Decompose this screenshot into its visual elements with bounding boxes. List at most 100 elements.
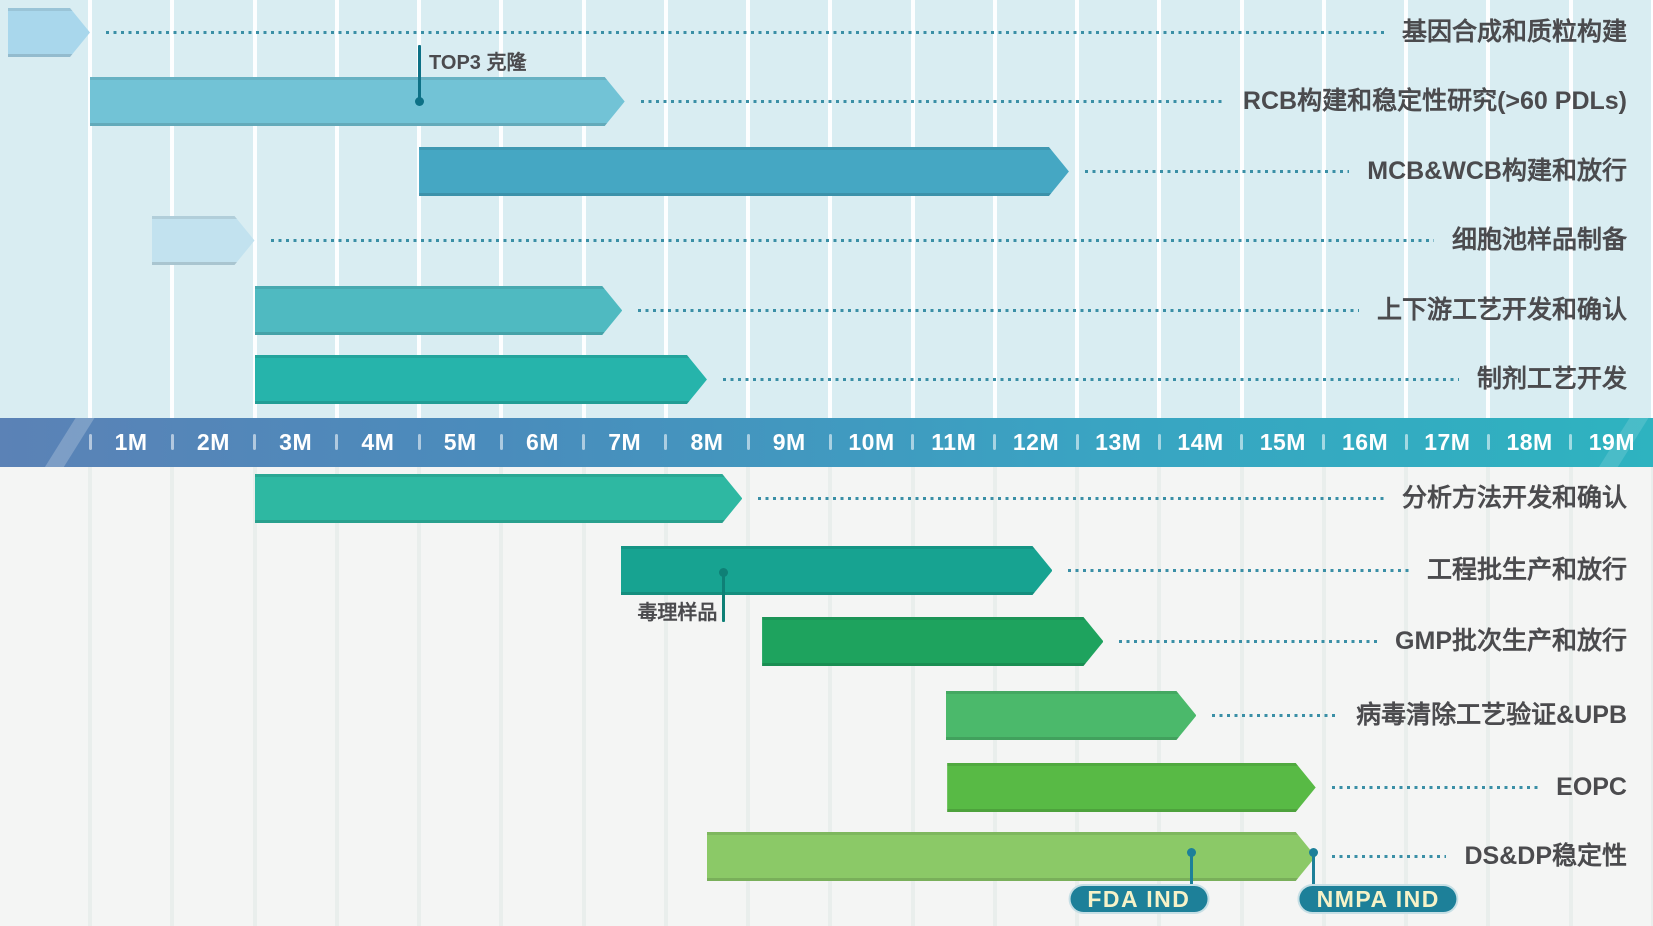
- month-gridline: [1321, 0, 1326, 418]
- month-gridline: [499, 467, 504, 926]
- axis-tick-4m: 4M: [361, 429, 395, 455]
- leader-line: [1212, 714, 1338, 717]
- axis-tick-11m: 11M: [931, 429, 977, 455]
- axis-tick-2m: 2M: [196, 429, 230, 455]
- bar-gmp-batch: [762, 617, 1103, 666]
- axis-tick-15m: 15M: [1259, 429, 1306, 455]
- row-label-viral-clearance: 病毒清除工艺验证&UPB: [1356, 701, 1627, 729]
- axis-tick-separator: [911, 434, 915, 450]
- month-gridline: [1568, 467, 1573, 926]
- bar-viral-clearance: [946, 691, 1197, 740]
- leader-line: [1084, 170, 1349, 173]
- timeline-upper-section: [0, 0, 1653, 418]
- axis-tick-16m: 16M: [1341, 429, 1389, 455]
- axis-tick-separator: [1157, 434, 1161, 450]
- row-label-gmp-batch: GMP批次生产和放行: [1395, 627, 1627, 655]
- gantt-row-viral-clearance: 病毒清除工艺验证&UPB: [0, 691, 1653, 740]
- gantt-row-eopc: EOPC: [0, 763, 1653, 812]
- leader-line: [722, 378, 1459, 381]
- fda-ind-badge: FDA IND: [1068, 884, 1210, 914]
- axis-tick-separator: [1404, 434, 1408, 450]
- month-gridline: [1568, 0, 1573, 418]
- row-label-engineering-batch: 工程批生产和放行: [1426, 556, 1627, 584]
- axis-tick-separator: [417, 434, 421, 450]
- bar-upstream-downstream: [255, 286, 623, 335]
- axis-tick-separator: [582, 434, 586, 450]
- month-gridline: [1650, 467, 1653, 926]
- bar-eopc: [947, 763, 1316, 812]
- month-gridline: [1239, 0, 1244, 418]
- gantt-row-ds-dp-stability: DS&DP稳定性: [0, 832, 1653, 881]
- axis-tick-separator: [499, 434, 503, 450]
- axis-tick-separator: [1075, 434, 1079, 450]
- month-gridline: [1486, 467, 1491, 926]
- month-gridline: [252, 467, 257, 926]
- month-gridline: [828, 0, 833, 418]
- axis-tick-7m: 7M: [608, 429, 642, 455]
- bar-mcb-wcb: [419, 147, 1069, 196]
- leader-line: [1331, 855, 1446, 858]
- axis-tick-8m: 8M: [690, 429, 724, 455]
- leader-line: [270, 239, 1434, 242]
- month-axis: 1M 2M 3M 4M 5M 6M 7M 8M 9M 10M 11M 12M 13M 14M 15M 16M 1…: [0, 418, 1653, 467]
- month-gridline: [1486, 0, 1491, 418]
- axis-tick-6m: 6M: [525, 429, 559, 455]
- month-gridline: [663, 0, 668, 418]
- axis-tick-5m: 5M: [443, 429, 477, 455]
- gantt-row-mcb-wcb: MCB&WCB构建和放行: [0, 147, 1653, 196]
- axis-tick-17m: 17M: [1424, 429, 1471, 455]
- axis-tick-separator: [1569, 434, 1573, 450]
- month-gridline: [910, 467, 915, 926]
- month-gridline: [1239, 467, 1244, 926]
- month-gridline: [417, 467, 422, 926]
- row-label-upstream-downstream: 上下游工艺开发和确认: [1376, 296, 1627, 324]
- month-gridline: [499, 0, 504, 418]
- bar-formulation: [255, 355, 707, 404]
- annotation-dot: [414, 96, 424, 106]
- bar-cell-pool: [152, 216, 255, 265]
- row-label-formulation: 制剂工艺开发: [1476, 365, 1627, 393]
- bar-engineering-batch: [621, 546, 1053, 595]
- gantt-row-rcb: RCB构建和稳定性研究(>60 PDLs) TOP3 克隆: [0, 45, 1653, 126]
- leader-line: [638, 309, 1359, 312]
- gantt-row-formulation: 制剂工艺开发: [0, 355, 1653, 404]
- gantt-row-gmp-batch: GMP批次生产和放行: [0, 617, 1653, 666]
- month-gridline: [170, 0, 175, 418]
- axis-tick-separator: [170, 434, 174, 450]
- month-gridline: [746, 0, 751, 418]
- month-gridline: [1650, 0, 1653, 418]
- axis-tick-18m: 18M: [1506, 429, 1553, 455]
- axis-tick-1m: 1M: [114, 429, 148, 455]
- month-gridline: [88, 467, 92, 926]
- gantt-row-engineering-batch: 工程批生产和放行毒理样品: [0, 546, 1653, 624]
- bar-analytical: [255, 474, 743, 523]
- month-gridline: [746, 467, 751, 926]
- month-gridline: [417, 0, 422, 418]
- row-label-mcb-wcb: MCB&WCB构建和放行: [1367, 157, 1627, 185]
- axis-tick-13m: 13M: [1095, 429, 1142, 455]
- row-label-rcb: RCB构建和稳定性研究(>60 PDLs): [1242, 87, 1627, 115]
- month-gridline: [334, 467, 339, 926]
- gantt-row-gene-synthesis: 基因合成和质粒构建: [0, 8, 1653, 57]
- fda-ind-dot: [1187, 847, 1196, 857]
- axis-tick-9m: 9M: [772, 429, 806, 455]
- month-gridline: [1321, 467, 1326, 926]
- row-label-cell-pool: 细胞池样品制备: [1451, 226, 1627, 254]
- axis-tick-separator: [253, 434, 257, 450]
- nmpa-ind-connector: [1311, 852, 1315, 886]
- axis-tick-separator: [828, 434, 832, 450]
- axis-tick-separator: [1240, 434, 1244, 450]
- annotation-engineering-batch: 毒理样品: [637, 602, 718, 624]
- axis-tick-14m: 14M: [1177, 429, 1224, 455]
- leader-line: [1119, 640, 1377, 643]
- axis-tick-10m: 10M: [848, 429, 895, 455]
- row-label-ds-dp-stability: DS&DP稳定性: [1464, 842, 1627, 870]
- month-gridline: [828, 467, 833, 926]
- row-label-gene-synthesis: 基因合成和质粒构建: [1401, 18, 1627, 46]
- month-gridline: [1157, 0, 1162, 418]
- leader-line: [106, 31, 1384, 34]
- month-gridline: [581, 467, 586, 926]
- month-gridline: [663, 467, 668, 926]
- axis-tick-separator: [88, 434, 92, 450]
